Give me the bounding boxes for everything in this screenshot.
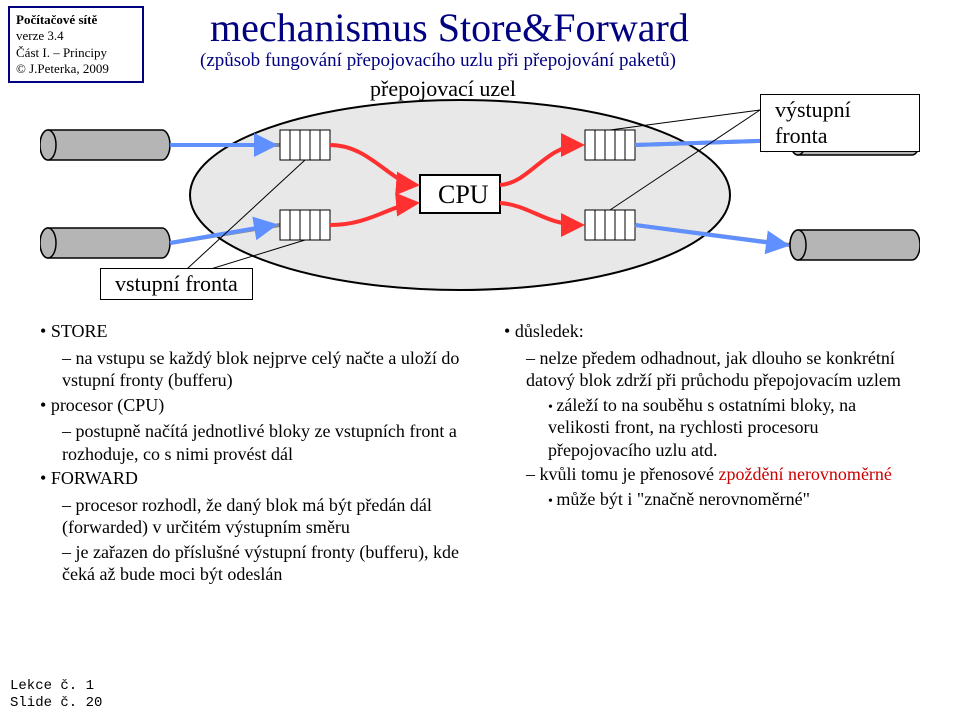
course-header: Počítačové sítě verze 3.4 Část I. – Prin… [8,6,144,83]
forward-heading: FORWARD [40,467,480,490]
consequence-1a: záleží to na souběhu s ostatními bloky, … [548,394,920,462]
consequence-2a: může být i "značně nerovnoměrné" [548,488,920,511]
store-forward-diagram: přepojovací uzel výstupní fronta vstupní… [40,80,920,310]
cpu-heading: procesor (CPU) [40,394,480,417]
course-version: verze 3.4 [16,28,64,43]
course-copyright: © J.Peterka, 2009 [16,61,109,76]
left-column: STORE na vstupu se každý blok nejprve ce… [40,320,480,588]
label-output-queue: výstupní fronta [760,94,920,152]
store-heading: STORE [40,320,480,343]
course-title: Počítačové sítě [16,12,97,27]
consequence-heading: důsledek: [504,320,920,343]
content-columns: STORE na vstupu se každý blok nejprve ce… [40,320,920,588]
consequence-2: kvůli tomu je přenosové zpoždění nerovno… [526,463,920,486]
slide-footer: Lekce č. 1 Slide č. 20 [10,678,102,712]
consequence-2-text: kvůli tomu je přenosové [540,464,719,484]
slide-number: Slide č. 20 [10,695,102,711]
label-cpu: CPU [438,180,489,210]
consequence-2-red: zpoždění nerovnoměrné [718,464,891,484]
lesson-number: Lekce č. 1 [10,678,94,694]
consequence-1: nelze předem odhadnout, jak dlouho se ko… [526,347,920,392]
page-title: mechanismus Store&Forward [210,4,689,51]
course-part: Část I. – Principy [16,45,107,60]
page-subtitle: (způsob fungování přepojovacího uzlu při… [200,50,676,72]
forward-text-1: procesor rozhodl, že daný blok má být př… [62,494,480,539]
forward-text-2: je zařazen do příslušné výstupní fronty … [62,541,480,586]
cpu-text: postupně načítá jednotlivé bloky ze vstu… [62,420,480,465]
right-column: důsledek: nelze předem odhadnout, jak dl… [504,320,920,588]
label-input-queue: vstupní fronta [100,268,253,300]
label-node: přepojovací uzel [370,76,516,102]
store-text: na vstupu se každý blok nejprve celý nač… [62,347,480,392]
